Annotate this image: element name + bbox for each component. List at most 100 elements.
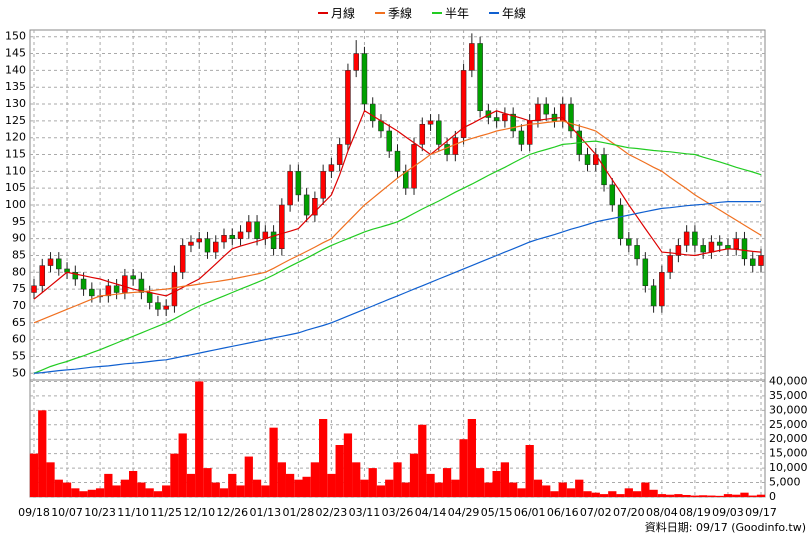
candle-body (617, 204, 624, 239)
y-tick-label: 60 (12, 333, 26, 346)
volume-bar (732, 494, 741, 497)
y-tick-label: 110 (5, 164, 26, 177)
volume-bar (95, 488, 105, 497)
volume-bar (252, 479, 262, 497)
x-tick-label: 04/14 (415, 506, 447, 519)
x-tick-label: 05/15 (481, 506, 513, 519)
volume-bar (558, 482, 567, 497)
volume-bar (186, 473, 196, 497)
candle-body (130, 275, 136, 280)
volume-bar (104, 473, 113, 497)
volume-bar (533, 479, 543, 497)
footnote: 資料日期: 09/17 (Goodinfo.tw) (645, 520, 806, 534)
candle-body (518, 130, 525, 145)
candle-body (312, 198, 318, 216)
y-tick-label: 85 (12, 248, 26, 261)
moving-average-line (33, 109, 762, 300)
volume-bar (285, 473, 295, 497)
candle-body (535, 103, 541, 122)
candle-body (419, 123, 426, 145)
volume-bar (335, 445, 344, 497)
candle-body (675, 245, 682, 256)
volume-bar (748, 495, 757, 497)
volume-bar (657, 494, 666, 497)
candle-body (436, 120, 442, 145)
volume-bar (707, 495, 716, 497)
candle-body (122, 275, 128, 293)
volume-bar (319, 419, 328, 497)
volume-bar (641, 482, 650, 497)
volume-bar (153, 491, 163, 497)
candle-body (634, 245, 640, 260)
volume-bar (583, 491, 592, 497)
volume-bar (162, 485, 171, 497)
volume-bar (649, 489, 658, 497)
y-tick-label: 150 (5, 30, 26, 43)
volume-bar (740, 492, 749, 497)
candle-body (758, 255, 764, 266)
volume-bar (203, 468, 212, 497)
x-tick-label: 01/28 (283, 506, 315, 519)
volume-bar (500, 462, 510, 497)
x-tick-label: 10/07 (51, 506, 83, 519)
candle-body (642, 258, 649, 287)
volume-bar (426, 473, 435, 497)
x-tick-label: 02/23 (316, 506, 348, 519)
volume-bar (616, 494, 625, 497)
moving-average-line (33, 120, 762, 324)
legend-label: 年線 (502, 6, 526, 21)
volume-bar (434, 482, 443, 497)
volume-bar (195, 381, 204, 497)
volume-bar (699, 495, 708, 497)
candle-body (39, 265, 46, 287)
volume-bar (401, 482, 410, 497)
candle-body (584, 154, 591, 165)
candle-body (320, 171, 326, 199)
candle-body (692, 231, 698, 246)
x-tick-label: 08/04 (646, 506, 678, 519)
volume-bar (38, 410, 47, 497)
volume-bar (269, 427, 278, 497)
volume-bar (459, 439, 468, 497)
x-tick-label: 03/26 (382, 506, 414, 519)
volume-bar (137, 482, 146, 497)
volume-bar (368, 468, 377, 497)
y-tick-label: 65 (12, 316, 26, 329)
candle-body (80, 278, 87, 290)
volume-bar (376, 485, 386, 497)
candle-body (270, 231, 277, 250)
x-tick-label: 09/03 (712, 506, 744, 519)
y-tick-label: 70 (12, 299, 26, 312)
moving-average-line (33, 140, 762, 374)
candle-body (353, 53, 359, 71)
y-tick-label: 120 (5, 131, 26, 144)
volume-bar (343, 433, 353, 497)
candle-body (146, 292, 153, 303)
volume-bar (219, 488, 229, 497)
volume-bar (442, 468, 452, 497)
volume-bar (542, 485, 551, 497)
candle-body (659, 272, 665, 307)
volume-bar (723, 494, 733, 497)
candle-body (493, 117, 500, 122)
candle-body (650, 285, 657, 307)
volume-bar (550, 491, 559, 497)
y-tick-label: 105 (5, 181, 26, 194)
volume-bar (327, 473, 336, 497)
candle-body (543, 103, 549, 115)
y-tick-label: 115 (5, 148, 26, 161)
candle-body (427, 120, 434, 125)
volume-bar (393, 462, 402, 497)
x-tick-label: 01/13 (249, 506, 281, 519)
y-tick-label: 95 (12, 215, 26, 228)
candle-body (56, 258, 62, 270)
candle-body (477, 43, 483, 112)
candle-body (213, 241, 219, 253)
volume-bar (509, 482, 518, 497)
plot-frame (29, 29, 766, 498)
candle-body (196, 238, 202, 243)
y-tick-label: 90 (12, 232, 26, 245)
candle-body (47, 258, 54, 266)
volume-bar (665, 494, 675, 497)
